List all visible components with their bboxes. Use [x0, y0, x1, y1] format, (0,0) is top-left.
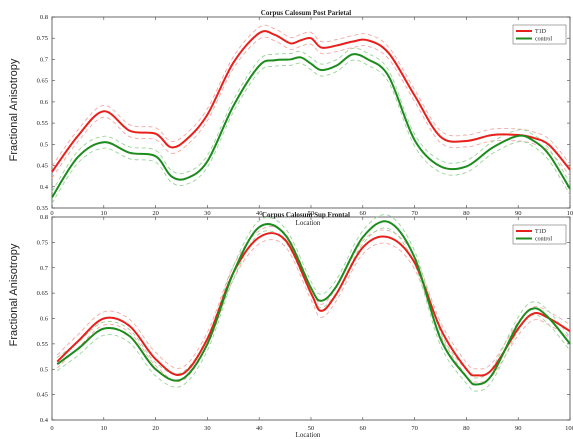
legend-label: T1D: [535, 229, 547, 235]
x-tick-label: 50: [308, 210, 315, 217]
legend-label: control: [535, 237, 552, 243]
y-tick-label: 0.75: [37, 35, 48, 42]
legend-label: T1D: [535, 29, 547, 35]
y-tick-label: 0.6: [40, 99, 49, 106]
x-tick-label: 80: [463, 210, 470, 217]
x-tick-label: 60: [360, 425, 367, 432]
y-tick-label: 0.5: [40, 366, 48, 373]
series-band-upper: [51, 47, 571, 192]
x-tick-label: 40: [256, 425, 263, 432]
x-tick-label: 100: [565, 425, 573, 432]
series-band-lower: [51, 36, 571, 179]
y-tick-label: 0.55: [37, 120, 48, 127]
series-line-t1d: [51, 30, 571, 173]
y-tick-label: 0.8: [40, 214, 48, 221]
y-tick-label: 0.65: [37, 290, 48, 297]
x-tick-label: 90: [515, 425, 522, 432]
x-tick-label: 40: [256, 210, 263, 217]
y-axis-label: Fractional Anisotropy: [8, 243, 20, 346]
x-tick-label: 90: [515, 210, 522, 217]
x-axis-label: Location: [296, 431, 321, 439]
series-band-lower: [56, 227, 571, 392]
series-band-upper: [56, 225, 571, 370]
y-tick-label: 0.4: [40, 184, 49, 191]
y-tick-label: 0.4: [40, 417, 49, 424]
x-tick-label: 60: [360, 210, 367, 217]
x-tick-label: 50: [308, 425, 315, 432]
x-tick-label: 20: [152, 425, 159, 432]
y-tick-label: 0.5: [40, 141, 48, 148]
x-tick-label: 70: [411, 210, 418, 217]
y-tick-label: 0.75: [37, 239, 48, 246]
legend-label: control: [535, 37, 552, 43]
chart-title: Corpus Calosum Sup Frontal: [262, 211, 350, 219]
y-tick-label: 0.35: [37, 205, 48, 212]
y-tick-label: 0.7: [40, 265, 49, 272]
x-tick-label: 20: [152, 210, 159, 217]
x-tick-label: 0: [50, 425, 53, 432]
x-tick-label: 70: [411, 425, 418, 432]
chart-title: Corpus Calosum Post Parietal: [261, 9, 351, 17]
y-tick-label: 0.6: [40, 316, 49, 323]
x-tick-label: 30: [204, 210, 211, 217]
series-line-control: [51, 53, 571, 198]
y-tick-label: 0.7: [40, 56, 49, 63]
series-band-upper: [51, 24, 571, 167]
series-band-lower: [51, 59, 571, 204]
y-tick-label: 0.55: [37, 341, 48, 348]
x-tick-label: 0: [50, 210, 53, 217]
y-tick-label: 0.45: [37, 392, 48, 399]
x-tick-label: 30: [204, 425, 211, 432]
chart-panel-post-parietal: 0.350.40.450.50.550.60.650.70.750.80 10 20…: [8, 9, 573, 227]
x-tick-label: 10: [101, 425, 108, 432]
x-tick-label: 10: [101, 210, 108, 217]
x-tick-label: 80: [463, 425, 470, 432]
x-axis-label: Location: [296, 219, 321, 227]
y-tick-label: 0.65: [37, 78, 48, 85]
chart-panel-sup-frontal: 0.40.450.50.550.60.650.70.750.80 10 20 30 40…: [8, 211, 573, 439]
series-line-t1d: [56, 232, 571, 377]
x-tick-label: 10: [567, 210, 573, 217]
y-tick-label: 0.45: [37, 163, 48, 170]
y-tick-label: 0.8: [40, 14, 48, 21]
y-axis-label: Fractional Anisotropy: [8, 58, 20, 161]
series-band-upper: [56, 214, 571, 379]
series-line-control: [56, 220, 571, 386]
